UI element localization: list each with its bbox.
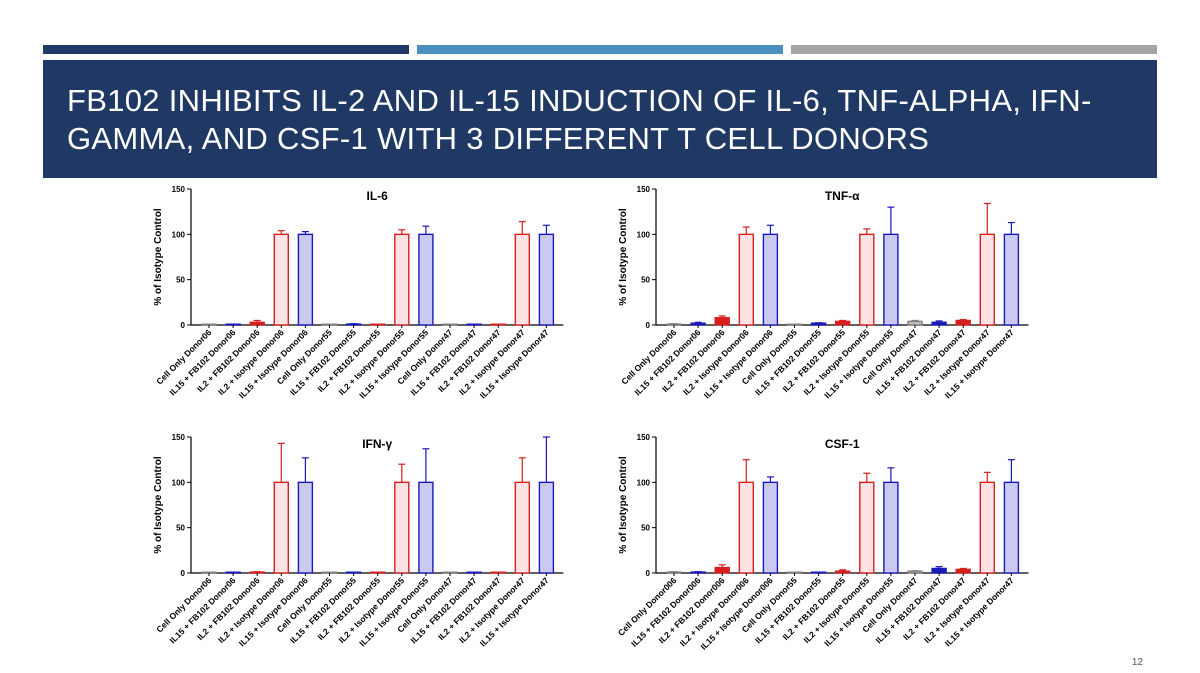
bar	[1003, 481, 1020, 574]
chart-title: TNF-α	[825, 189, 860, 203]
bar	[273, 481, 290, 574]
y-tick-label: 50	[176, 276, 185, 285]
chart-title: IL-6	[367, 189, 389, 203]
bar	[931, 321, 947, 326]
y-tick-label: 100	[637, 230, 651, 239]
bar	[297, 233, 314, 326]
bar	[834, 320, 851, 326]
y-tick-label: 0	[181, 569, 186, 578]
bar	[859, 233, 875, 326]
slide-title-line-1: FB102 INHIBITS IL-2 AND IL-15 INDUCTION …	[67, 83, 1092, 118]
bar	[394, 481, 410, 574]
y-axis-label: % of Isotype Control	[153, 456, 164, 553]
y-tick-label: 100	[172, 478, 186, 487]
bar	[442, 323, 458, 326]
bar	[859, 481, 875, 574]
bar	[418, 233, 434, 326]
bar	[321, 571, 338, 574]
bar	[690, 322, 706, 326]
y-tick-label: 100	[172, 230, 186, 239]
bar	[273, 233, 290, 326]
bar	[514, 481, 530, 574]
bar	[714, 566, 730, 574]
bar	[297, 481, 314, 574]
bar	[762, 233, 779, 326]
bar	[738, 481, 755, 574]
y-tick-label: 150	[637, 185, 651, 194]
bar	[714, 317, 730, 326]
y-tick-label: 100	[637, 478, 651, 487]
accent-bar-gray	[791, 45, 1157, 54]
bar	[931, 567, 947, 574]
bar	[907, 570, 923, 574]
y-axis-label: % of Isotype Control	[618, 208, 629, 305]
bar	[834, 570, 851, 574]
y-tick-label: 50	[176, 524, 185, 533]
y-tick-label: 50	[641, 276, 650, 285]
bar	[907, 320, 923, 326]
bar	[418, 481, 434, 574]
y-tick-label: 150	[172, 185, 186, 194]
chart-title: CSF-1	[825, 437, 860, 451]
bar	[883, 481, 899, 574]
bar	[738, 233, 755, 326]
y-tick-label: 150	[172, 433, 186, 442]
bar	[979, 233, 995, 326]
y-tick-label: 0	[181, 321, 186, 330]
accent-bar-dark	[43, 45, 409, 54]
bar	[538, 233, 555, 326]
y-axis-label: % of Isotype Control	[618, 456, 629, 553]
y-tick-label: 0	[646, 321, 651, 330]
y-tick-label: 150	[637, 433, 651, 442]
accent-bar-blue	[417, 45, 783, 54]
slide-title: FB102 INHIBITS IL-2 AND IL-15 INDUCTION …	[67, 82, 1147, 158]
bar	[1003, 233, 1020, 326]
bar	[345, 571, 362, 574]
bar	[466, 571, 482, 574]
bar	[321, 323, 338, 326]
bar	[466, 323, 482, 326]
slide-title-line-2: GAMMA, AND CSF-1 WITH 3 DIFFERENT T CELL…	[67, 121, 930, 156]
bar	[810, 322, 827, 326]
chart-title: IFN-γ	[362, 437, 392, 451]
bar	[538, 481, 555, 574]
page-number: 12	[1131, 657, 1143, 668]
bar	[201, 323, 217, 326]
y-axis-label: % of Isotype Control	[153, 208, 164, 305]
bar	[442, 571, 458, 574]
bar	[249, 321, 265, 326]
bar	[955, 319, 971, 326]
bar	[201, 571, 217, 574]
bar	[762, 481, 779, 574]
bar	[225, 571, 241, 574]
bar	[786, 571, 803, 574]
bar	[883, 233, 899, 326]
y-tick-label: 50	[641, 524, 650, 533]
bar	[979, 481, 995, 574]
y-tick-label: 0	[646, 569, 651, 578]
bar	[514, 233, 530, 326]
bar	[955, 568, 971, 574]
title-banner: FB102 INHIBITS IL-2 AND IL-15 INDUCTION …	[43, 60, 1157, 178]
bar	[394, 233, 410, 326]
